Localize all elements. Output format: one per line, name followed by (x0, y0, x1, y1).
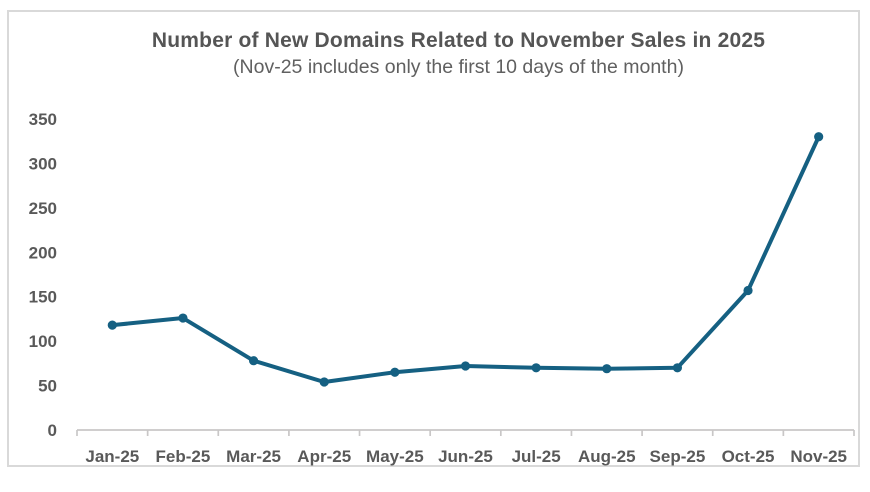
data-point (814, 132, 824, 142)
data-point (672, 363, 683, 373)
y-tick-label: 0 (48, 421, 57, 440)
y-tick-label: 250 (29, 199, 57, 218)
x-tick-label: May-25 (366, 447, 424, 466)
x-tick-label: Jul-25 (512, 447, 561, 466)
y-tick-label: 300 (29, 154, 57, 173)
data-point (531, 363, 541, 373)
data-point (248, 356, 259, 366)
data-point (390, 367, 400, 377)
y-tick-label: 100 (29, 332, 57, 351)
y-tick-label: 50 (38, 377, 57, 396)
chart-subtitle: (Nov-25 includes only the first 10 days … (233, 56, 684, 78)
x-tick-label: Sep-25 (650, 447, 706, 466)
x-tick-label: Nov-25 (790, 447, 847, 466)
y-tick-label: 350 (29, 110, 57, 129)
y-tick-label: 150 (29, 288, 57, 307)
data-point (602, 364, 612, 374)
x-tick-label: Mar-25 (226, 447, 281, 466)
y-tick-label: 200 (29, 243, 57, 262)
x-tick-label: Jun-25 (438, 447, 493, 466)
x-tick-label: Aug-25 (578, 447, 636, 466)
x-tick-label: Jan-25 (85, 447, 139, 466)
x-tick-label: Apr-25 (297, 447, 351, 466)
line-chart: 0 50 100 150 200 250 300 350 Jan-25 Feb-25 Mar-25 A… (29, 110, 855, 466)
data-point (319, 377, 329, 387)
data-point (460, 361, 471, 371)
data-point (178, 313, 188, 323)
x-tick-label: Feb-25 (156, 447, 211, 466)
chart-frame: 0 50 100 150 200 250 300 350 Jan-25 Feb-25 Mar-25 A… (7, 10, 860, 467)
chart-title: Number of New Domains Related to Novembe… (151, 29, 766, 52)
data-line (110, 134, 821, 385)
x-tick-label: Oct-25 (722, 447, 775, 466)
data-point (107, 320, 117, 330)
data-point (743, 285, 753, 296)
